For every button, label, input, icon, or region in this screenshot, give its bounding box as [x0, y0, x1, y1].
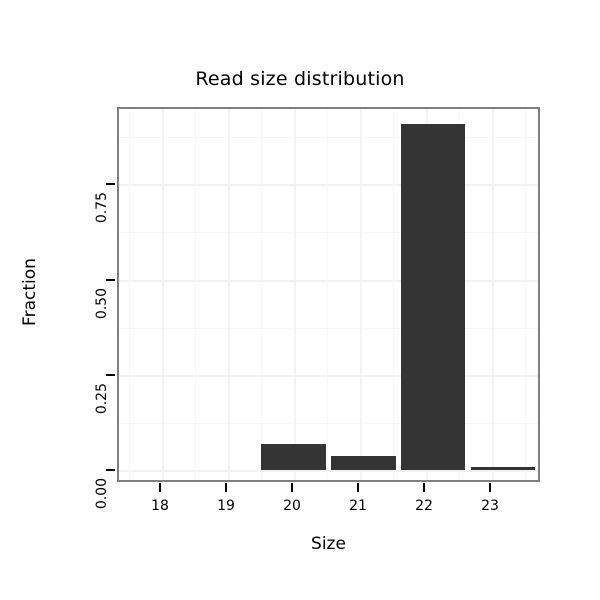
gridline-major-v [492, 109, 494, 480]
bar [401, 124, 466, 470]
gridline-major-v [228, 109, 230, 480]
gridline-major-h [119, 470, 538, 472]
bar [331, 455, 396, 470]
chart-title: Read size distribution [195, 68, 405, 90]
gridline-major-h [119, 184, 538, 186]
x-tick-label: 19 [217, 498, 235, 514]
panel-inner [119, 109, 538, 480]
gridline-major-v [360, 109, 362, 480]
y-tick-label-group-3: 0.75 [42, 184, 110, 223]
x-tick-mark [489, 483, 491, 492]
gridline-major-v [162, 109, 164, 480]
y-tick-label: 0.75 [94, 192, 110, 224]
gridline-minor-v [261, 109, 262, 480]
x-tick-mark [423, 483, 425, 492]
gridline-minor-v [327, 109, 328, 480]
gridline-minor-h [119, 423, 538, 424]
x-tick-label: 18 [151, 498, 169, 514]
y-axis-title: Fraction [20, 258, 40, 326]
gridline-major-h [119, 375, 538, 377]
y-tick-mark [106, 279, 115, 281]
x-tick-label: 20 [283, 498, 301, 514]
y-tick-label: 0.50 [94, 288, 110, 320]
gridline-minor-h [119, 328, 538, 329]
bar [470, 466, 536, 470]
x-axis-title: Size [311, 534, 346, 554]
gridline-major-h [119, 280, 538, 282]
gridline-minor-h [119, 232, 538, 233]
x-tick-label: 21 [349, 498, 367, 514]
x-tick-mark [159, 483, 161, 492]
x-tick-mark [291, 483, 293, 492]
x-tick-label: 23 [481, 498, 499, 514]
y-tick-label-group-2: 0.50 [42, 280, 110, 319]
plot-panel [117, 107, 540, 482]
y-tick-mark [106, 469, 115, 471]
gridline-major-v [294, 109, 296, 480]
gridline-minor-h [119, 137, 538, 138]
x-tick-mark [225, 483, 227, 492]
gridline-minor-v [129, 109, 130, 480]
bar [261, 444, 326, 470]
y-tick-label: 0.25 [94, 383, 110, 415]
gridline-minor-v [195, 109, 196, 480]
y-tick-label-group-1: 0.25 [42, 375, 110, 414]
x-tick-mark [357, 483, 359, 492]
x-tick-label: 22 [415, 498, 433, 514]
y-tick-label-group-0: 0.00 [42, 470, 110, 509]
y-tick-label: 0.00 [94, 478, 110, 510]
y-tick-mark [106, 183, 115, 185]
gridline-minor-v [393, 109, 394, 480]
gridline-minor-v [525, 109, 526, 480]
y-tick-mark [106, 374, 115, 376]
